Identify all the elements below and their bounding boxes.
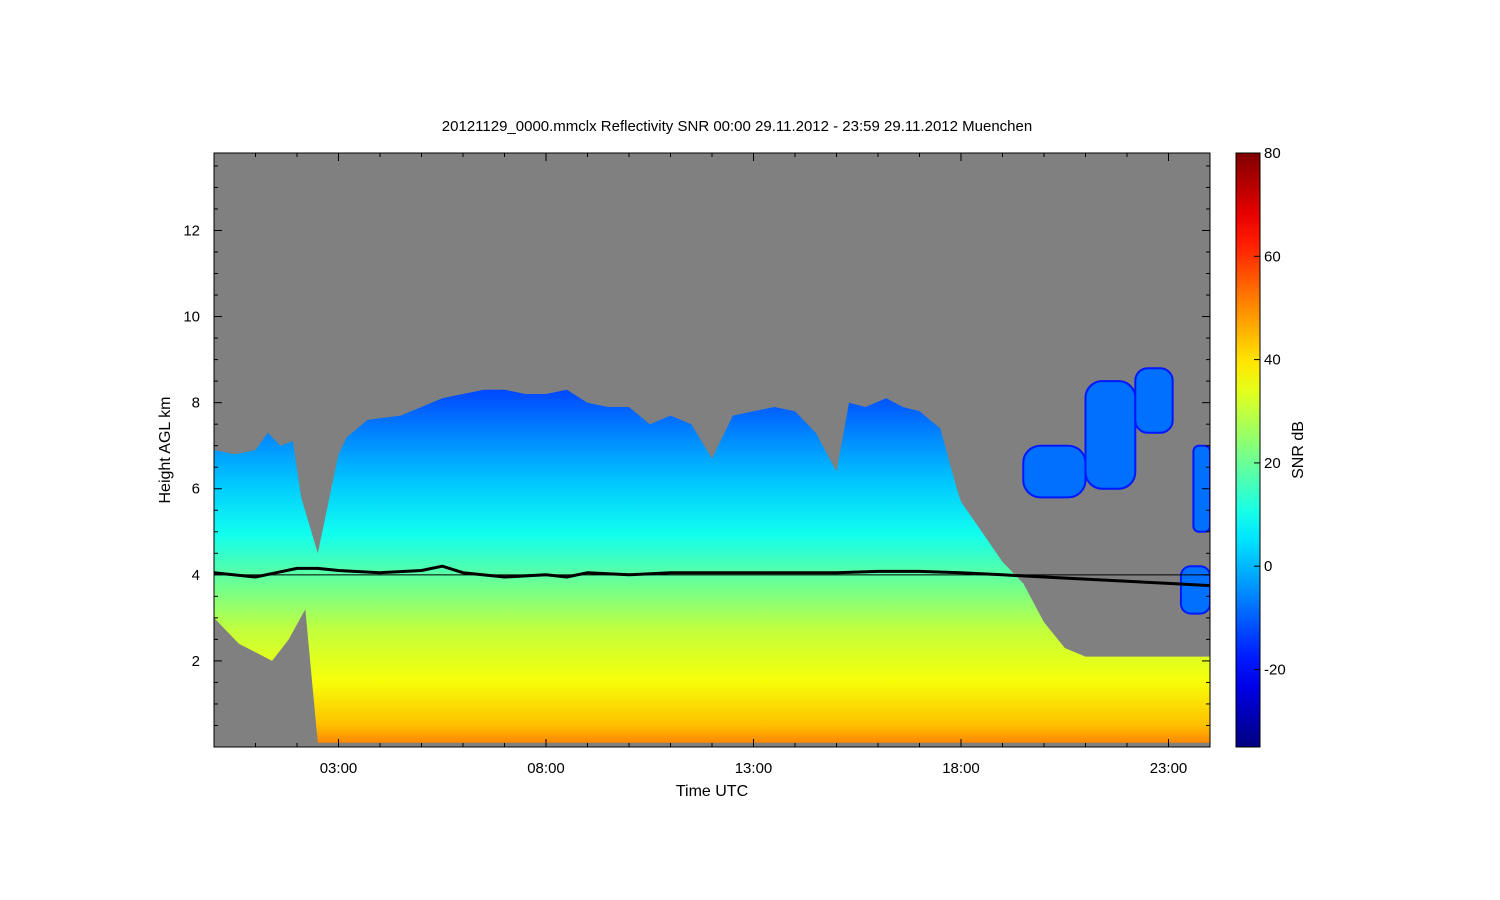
upper-cloud-patch xyxy=(1022,444,1087,499)
upper-cloud-patch xyxy=(1134,367,1174,434)
chart-title: 20121129_0000.mmclx Reflectivity SNR 00:… xyxy=(442,118,1032,135)
colorbar-tick-label: 20 xyxy=(1264,455,1281,472)
colorbar-axis: -20 0 20 40 60 80 xyxy=(1254,145,1286,679)
upper-cloud-patches xyxy=(1022,367,1210,615)
x-tick-label: 18:00 xyxy=(942,760,980,777)
y-tick-label: 6 xyxy=(192,481,200,498)
upper-cloud-patch xyxy=(1192,444,1210,533)
upper-cloud-patch xyxy=(1084,380,1137,490)
melting-layer-group xyxy=(214,564,1210,588)
x-axis-label: Time UTC xyxy=(676,783,748,800)
y-tick-label: 12 xyxy=(183,222,200,239)
upper-cloud-patch xyxy=(1179,565,1210,615)
colorbar-tick-label: 80 xyxy=(1264,145,1281,162)
x-tick-label: 08:00 xyxy=(527,760,565,777)
x-tick-label: 03:00 xyxy=(320,760,358,777)
melting-layer-line xyxy=(214,564,1210,588)
colorbar-tick-label: 0 xyxy=(1264,558,1272,575)
colorbar-tick-label: -20 xyxy=(1264,662,1286,679)
y-tick-label: 2 xyxy=(192,653,200,670)
y-tick-label: 4 xyxy=(192,567,200,584)
y-tick-label: 8 xyxy=(192,395,200,412)
x-tick-label: 23:00 xyxy=(1150,760,1188,777)
colorbar-tick-label: 60 xyxy=(1264,248,1281,265)
y-tick-label: 10 xyxy=(183,309,200,326)
echo-region xyxy=(214,389,1210,743)
x-axis: 03:00 08:00 13:00 18:00 23:00 xyxy=(255,153,1188,777)
colorbar-label: SNR dB xyxy=(1290,421,1307,479)
x-tick-label: 13:00 xyxy=(735,760,773,777)
y-axis-label: Height AGL km xyxy=(157,396,174,503)
colorbar-tick-label: 40 xyxy=(1264,352,1281,369)
y-axis: 2 4 6 8 10 12 xyxy=(183,165,1210,726)
colorbar xyxy=(1235,152,1261,748)
echo-field xyxy=(214,389,1210,743)
